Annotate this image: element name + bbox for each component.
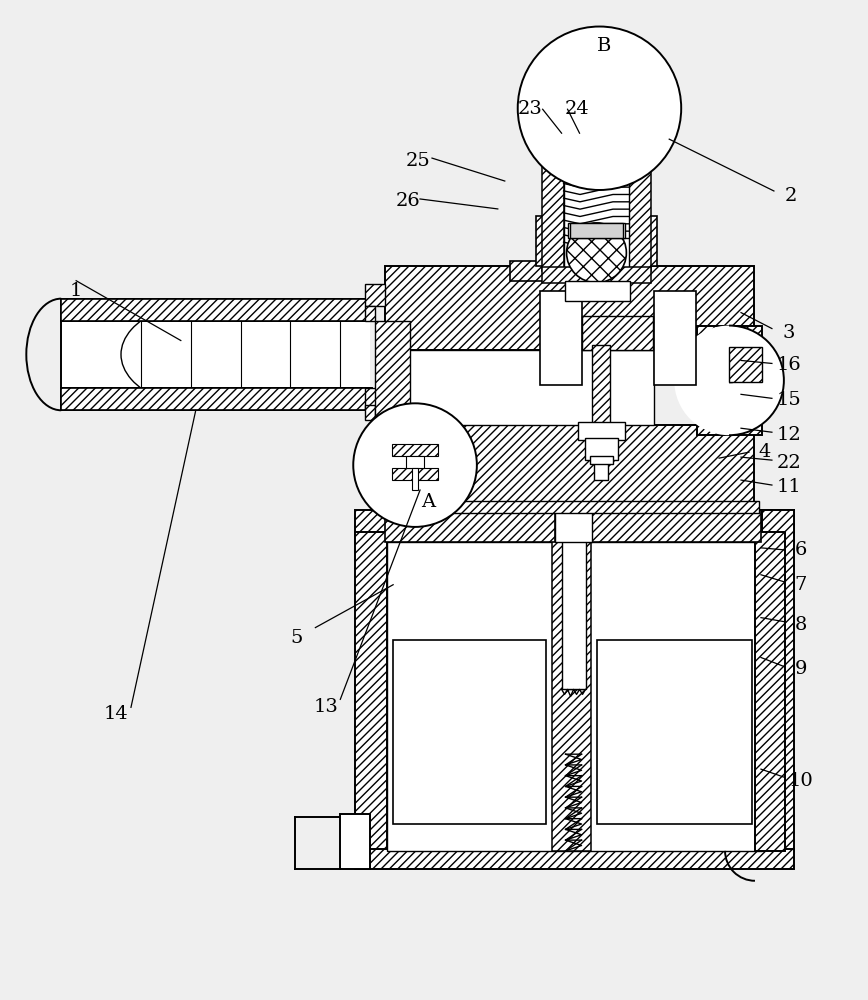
Text: 14: 14 — [103, 705, 128, 723]
Circle shape — [567, 223, 627, 283]
Text: 15: 15 — [777, 391, 801, 409]
Text: B: B — [597, 37, 612, 55]
Text: 25: 25 — [405, 152, 431, 170]
Bar — [563, 116, 629, 271]
Bar — [385, 501, 759, 513]
Text: 12: 12 — [777, 426, 801, 444]
Text: 1: 1 — [70, 282, 82, 300]
Text: 24: 24 — [565, 100, 590, 118]
Bar — [542, 267, 651, 283]
Text: 23: 23 — [517, 100, 542, 118]
Text: 26: 26 — [396, 192, 420, 210]
Text: 10: 10 — [788, 772, 813, 790]
Text: 16: 16 — [777, 356, 801, 374]
Bar — [579, 128, 615, 146]
Text: 6: 6 — [794, 541, 807, 559]
Text: 4: 4 — [759, 443, 771, 461]
Bar — [365, 405, 375, 420]
Circle shape — [353, 403, 477, 527]
Bar — [62, 321, 371, 388]
Text: 11: 11 — [777, 478, 801, 496]
Bar — [569, 223, 623, 238]
Bar — [555, 510, 593, 542]
Text: 3: 3 — [783, 324, 795, 342]
Bar — [405, 350, 654, 425]
Bar — [385, 425, 754, 510]
Circle shape — [517, 27, 681, 190]
Bar — [385, 510, 555, 542]
Bar — [552, 510, 591, 851]
Bar — [365, 306, 375, 321]
Bar — [340, 814, 371, 869]
Bar — [593, 345, 610, 425]
Bar — [385, 266, 754, 350]
Bar — [564, 540, 582, 689]
Bar — [762, 510, 794, 851]
Bar — [564, 281, 630, 301]
Text: 9: 9 — [794, 660, 807, 678]
Bar — [536, 216, 556, 266]
Bar — [406, 456, 424, 468]
Bar — [62, 388, 371, 410]
Bar — [355, 849, 794, 869]
Bar — [729, 347, 762, 382]
Bar — [387, 542, 762, 851]
Text: 22: 22 — [777, 454, 801, 472]
Bar — [392, 444, 438, 456]
Bar — [540, 291, 582, 385]
Bar — [615, 129, 637, 141]
Text: 8: 8 — [794, 616, 807, 634]
Bar — [392, 468, 438, 480]
Bar — [582, 316, 654, 350]
Bar — [510, 261, 644, 281]
Text: 7: 7 — [794, 576, 807, 594]
Text: A: A — [421, 493, 435, 511]
Bar — [584, 438, 618, 460]
Bar — [597, 640, 752, 824]
Bar — [556, 129, 579, 141]
Bar — [591, 510, 761, 542]
Bar — [629, 116, 651, 271]
Bar — [637, 216, 657, 266]
Bar — [365, 284, 385, 306]
Bar — [577, 422, 625, 440]
Text: 5: 5 — [290, 629, 303, 647]
Bar — [62, 299, 371, 321]
Bar — [542, 116, 563, 271]
Bar — [393, 640, 546, 824]
Bar — [355, 510, 794, 542]
Bar — [568, 223, 625, 238]
Bar — [355, 532, 387, 851]
Text: 13: 13 — [314, 698, 339, 716]
Bar — [755, 532, 785, 851]
Bar — [697, 326, 762, 435]
Text: 2: 2 — [785, 187, 797, 205]
Bar — [654, 291, 696, 385]
Bar — [562, 535, 586, 689]
Bar — [595, 458, 608, 480]
Bar — [365, 388, 385, 410]
Bar — [375, 321, 410, 445]
Circle shape — [674, 326, 784, 435]
Bar — [589, 456, 614, 464]
Bar — [412, 468, 418, 490]
